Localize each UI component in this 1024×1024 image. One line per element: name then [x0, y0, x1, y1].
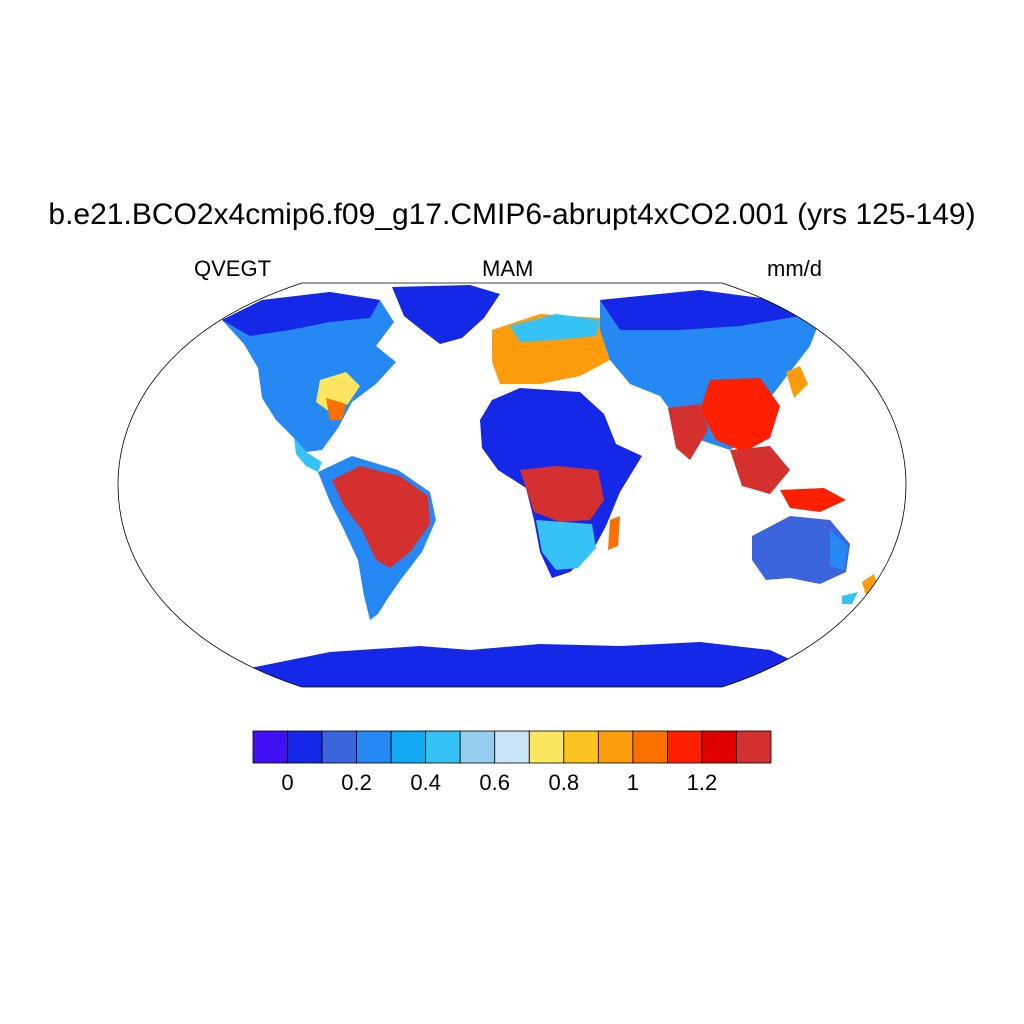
map-title: b.e21.BCO2x4cmip6.f09_g17.CMIP6-abrupt4x…: [48, 198, 976, 231]
land-fill-group: [222, 285, 878, 687]
southeast-asia-land: [730, 446, 790, 494]
colorbar-swatch: [321, 730, 358, 764]
europe-north: [510, 314, 600, 342]
colorbar-swatch: [459, 730, 496, 764]
maritime-continent: [780, 488, 846, 512]
new-zealand-south: [842, 592, 858, 604]
madagascar-land: [608, 516, 620, 550]
colorbar-swatch: [632, 730, 668, 764]
colorbar-swatch: [736, 730, 772, 764]
asia-siberia: [600, 290, 800, 330]
colorbar-swatch: [563, 730, 599, 764]
colorbar-swatch: [701, 730, 737, 764]
colorbar-tick-label: 0.4: [410, 770, 441, 795]
colorbar-tick-label: 0.8: [548, 770, 580, 795]
asia-india: [668, 404, 708, 460]
south-america-amazon: [332, 466, 430, 568]
north-america-north: [222, 292, 380, 336]
colorbar-tick-label: 1: [626, 770, 639, 795]
north-america-southeast: [326, 398, 346, 420]
greenland-land: [392, 285, 500, 344]
units-label: mm/d: [767, 256, 822, 281]
new-zealand-land: [862, 574, 878, 596]
colorbar-tick-label: 0.2: [341, 770, 372, 795]
africa-central: [520, 466, 604, 522]
colorbar-labels: 0 0.2 0.4 0.6 0.8 1 1.2: [0, 770, 1024, 800]
colorbar-swatch: [287, 730, 323, 764]
colorbar-swatch: [597, 730, 634, 764]
colorbar-swatch: [528, 730, 565, 764]
colorbar-swatch: [494, 730, 530, 764]
australia-east: [830, 530, 848, 570]
colorbar: [252, 730, 772, 764]
japan-land: [786, 366, 808, 398]
australia-land: [752, 516, 850, 584]
colorbar-swatch: [390, 730, 427, 764]
variable-label: QVEGT: [194, 256, 272, 281]
colorbar-swatch: [425, 730, 461, 764]
central-america-land: [294, 438, 322, 472]
colorbar-tick-label: 0.6: [479, 770, 511, 795]
colorbar-swatch: [667, 730, 703, 764]
colorbar-swatch: [252, 730, 288, 764]
globe-outline: [117, 282, 907, 688]
antarctica-land: [240, 642, 810, 687]
colorbar-swatch: [356, 730, 392, 764]
colorbar-tick-label: 1.2: [686, 770, 718, 795]
season-label: MAM: [482, 256, 534, 281]
africa-south: [536, 520, 596, 570]
colorbar-tick-label: 0: [281, 770, 294, 795]
asia-east: [700, 378, 780, 452]
